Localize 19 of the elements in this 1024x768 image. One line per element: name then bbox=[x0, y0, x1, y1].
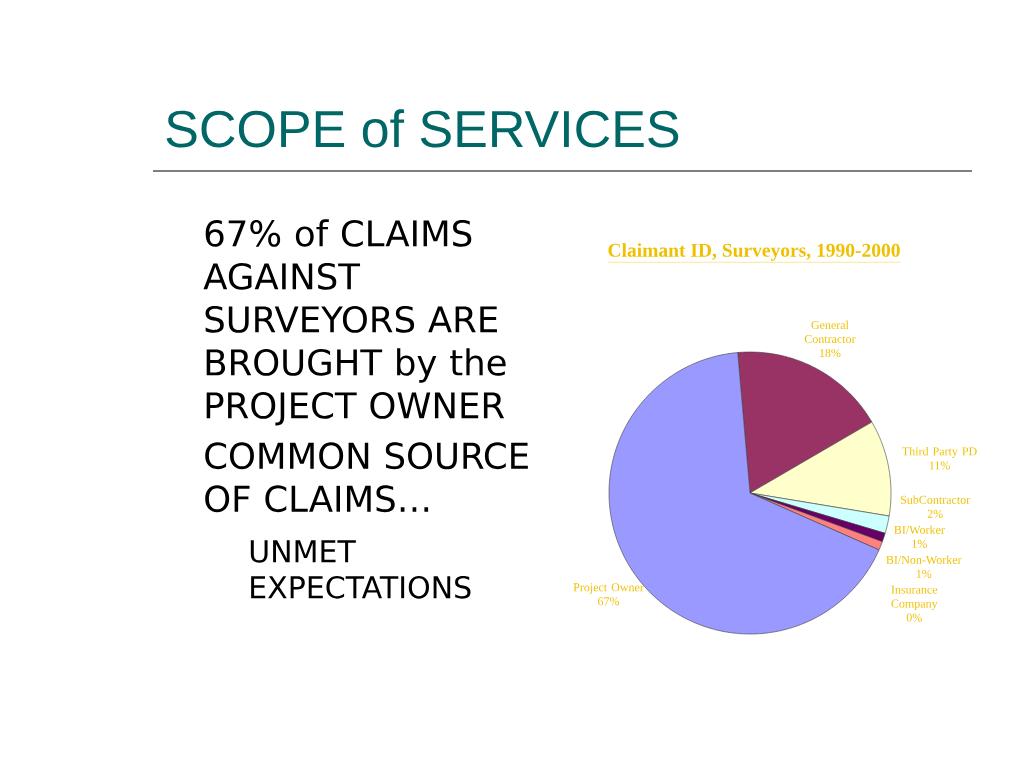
data-label: 1% bbox=[916, 569, 932, 578]
chart-title: SCOPE of SERVICES bbox=[166, 109, 679, 148]
data-label: 1% bbox=[912, 539, 927, 548]
text: 67% of CLAIMS AGAINST SURVEYORS ARE BROUGHT by the PROJECT OWNER bbox=[203, 219, 506, 426]
data-label: 18% bbox=[819, 348, 841, 358]
slice-label: BI/Non-Worker bbox=[886, 555, 962, 564]
text: COMMON SOURCE OF CLAIMS… bbox=[205, 442, 528, 513]
text: UNMET EXPECTATIONS bbox=[250, 540, 471, 599]
slice-label: Project Owner bbox=[573, 583, 644, 594]
category-label: Insurance Company bbox=[891, 585, 938, 611]
data-label: 67% bbox=[598, 597, 620, 606]
slice-label: General Contractor bbox=[804, 320, 856, 344]
slice-label: BI/Worker bbox=[894, 525, 945, 534]
text: 0% bbox=[906, 613, 922, 622]
slice-label: SubContractor bbox=[900, 495, 971, 504]
slice-label: Third Party PD bbox=[902, 446, 977, 458]
data-label: 2% bbox=[927, 509, 943, 518]
data-label: 11% bbox=[929, 461, 950, 470]
chart-subtitle: Claimant ID, Surveyors, 1990-2000 bbox=[608, 243, 900, 261]
